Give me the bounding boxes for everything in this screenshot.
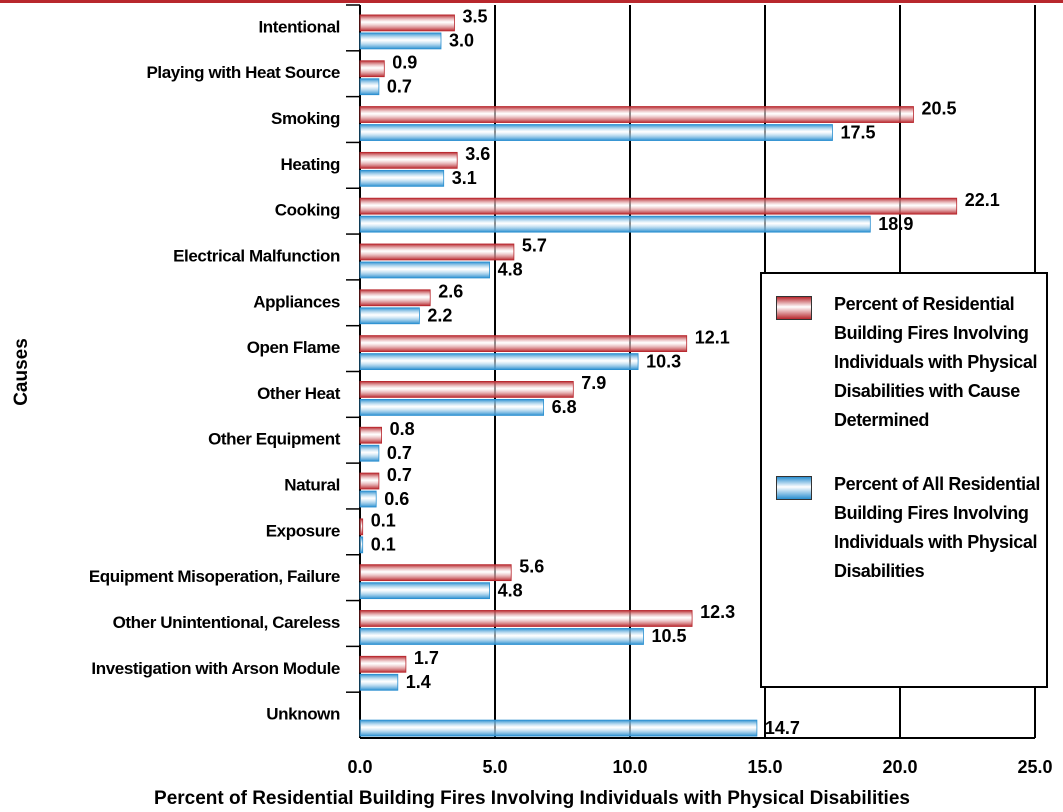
bar — [359, 353, 639, 370]
bar — [359, 490, 377, 508]
x-tick-label: 20.0 — [882, 757, 917, 777]
bar — [359, 426, 383, 444]
value-label: 4.8 — [498, 260, 523, 280]
value-label: 3.0 — [449, 31, 474, 51]
bar — [359, 289, 431, 307]
bar — [359, 719, 758, 737]
y-tick-label: Appliances — [253, 292, 340, 311]
value-label: 18.9 — [878, 214, 913, 234]
bar — [359, 78, 380, 96]
value-label: 1.7 — [414, 648, 439, 668]
bar — [359, 215, 871, 233]
x-tick-label: 25.0 — [1017, 757, 1052, 777]
y-tick-label: Equipment Misoperation, Failure — [89, 567, 340, 586]
y-tick-label: Other Equipment — [208, 430, 341, 449]
bar — [359, 60, 385, 78]
value-label: 0.9 — [392, 52, 417, 72]
bar — [359, 124, 833, 141]
value-label: 5.6 — [519, 556, 544, 576]
bar — [359, 32, 442, 50]
bar — [359, 518, 364, 536]
legend: Percent of Residential Building Fires In… — [760, 272, 1048, 688]
y-tick-label: Electrical Malfunction — [173, 246, 340, 265]
value-label: 7.9 — [581, 373, 606, 393]
bar — [359, 628, 644, 645]
value-label: 1.4 — [406, 672, 431, 692]
value-label: 3.1 — [452, 168, 477, 188]
bar — [359, 673, 399, 691]
y-tick-label: Open Flame — [247, 338, 340, 357]
y-tick-label: Playing with Heat Source — [146, 63, 340, 82]
y-tick-label: Exposure — [266, 521, 340, 540]
x-tick-label: 0.0 — [347, 757, 372, 777]
value-label: 0.7 — [387, 443, 412, 463]
value-label: 0.1 — [371, 511, 396, 531]
bar — [359, 399, 545, 416]
value-label: 3.5 — [463, 7, 488, 27]
legend-swatch — [776, 476, 812, 500]
value-label: 12.3 — [700, 602, 735, 622]
value-label: 4.8 — [498, 580, 523, 600]
value-label: 14.7 — [765, 718, 800, 738]
x-tick-label: 15.0 — [747, 757, 782, 777]
bar — [359, 655, 407, 673]
value-label: 22.1 — [965, 190, 1000, 210]
bar — [359, 106, 914, 123]
value-label: 10.5 — [652, 626, 687, 646]
bar — [359, 582, 491, 600]
legend-swatch — [776, 296, 812, 320]
bar — [359, 151, 458, 169]
x-tick-label: 10.0 — [612, 757, 647, 777]
y-tick-label: Cooking — [275, 201, 340, 220]
legend-label: Percent of Residential Building Fires In… — [834, 294, 1038, 430]
bar — [359, 14, 455, 32]
y-tick-label: Unknown — [266, 705, 340, 724]
bar — [359, 169, 445, 187]
bar — [359, 381, 574, 398]
value-label: 6.8 — [552, 397, 577, 417]
bar — [359, 243, 515, 261]
y-tick-label: Smoking — [271, 109, 340, 128]
value-label: 2.2 — [427, 306, 452, 326]
bar — [359, 536, 364, 554]
bar — [359, 472, 380, 490]
value-label: 0.7 — [387, 465, 412, 485]
bar — [359, 197, 958, 215]
bar — [359, 564, 512, 582]
y-tick-label: Natural — [284, 476, 340, 495]
legend-label: Percent of All Residential Building Fire… — [834, 474, 1040, 581]
bar — [359, 307, 420, 325]
y-tick-label: Intentional — [258, 17, 340, 36]
value-label: 0.1 — [371, 535, 396, 555]
y-tick-label: Other Unintentional, Careless — [113, 613, 340, 632]
bar — [359, 261, 491, 279]
value-label: 0.6 — [384, 489, 409, 509]
y-tick-label: Other Heat — [257, 384, 341, 403]
value-label: 3.6 — [465, 144, 490, 164]
top-rule — [0, 0, 1063, 3]
x-axis-label: Percent of Residential Building Fires In… — [154, 788, 910, 809]
value-label: 0.7 — [387, 76, 412, 96]
bar — [359, 444, 380, 462]
value-label: 2.6 — [438, 282, 463, 302]
value-label: 17.5 — [841, 122, 876, 142]
value-label: 20.5 — [922, 98, 957, 118]
y-tick-label: Heating — [280, 155, 340, 174]
y-axis-label: Causes — [11, 338, 32, 406]
value-label: 12.1 — [695, 327, 730, 347]
value-label: 10.3 — [646, 351, 681, 371]
value-label: 0.8 — [390, 419, 415, 439]
value-label: 5.7 — [522, 236, 547, 256]
bar — [359, 335, 688, 352]
x-tick-label: 5.0 — [482, 757, 507, 777]
y-tick-label: Investigation with Arson Module — [91, 659, 340, 678]
bar — [359, 610, 693, 627]
